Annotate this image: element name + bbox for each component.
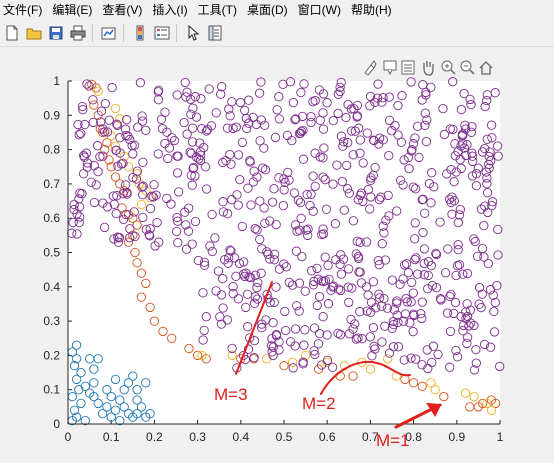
new-file-icon[interactable] <box>2 23 22 43</box>
edit-pointer-icon[interactable] <box>183 23 203 43</box>
restore-view-icon[interactable] <box>402 61 414 74</box>
y-tick-label: 0.2 <box>43 348 60 362</box>
x-tick-label: 0.2 <box>146 430 163 444</box>
zoom-out-icon[interactable] <box>461 61 474 74</box>
figure-toolbar <box>0 20 554 47</box>
x-tick-label: 0.9 <box>448 430 465 444</box>
y-tick-label: 0.5 <box>43 246 60 260</box>
open-folder-icon[interactable] <box>24 23 44 43</box>
toolbar-separator <box>176 24 177 42</box>
menu-bar: 文件(F) 编辑(E) 查看(V) 插入(I) 工具(T) 桌面(D) 窗口(W… <box>0 0 554 20</box>
menu-desktop[interactable]: 桌面(D) <box>244 0 295 20</box>
x-tick-label: 0.5 <box>276 430 293 444</box>
insert-colorbar-icon[interactable] <box>130 23 150 43</box>
print-icon[interactable] <box>68 23 88 43</box>
toolbar-separator <box>92 24 93 42</box>
y-tick-label: 0 <box>53 417 60 431</box>
brush-icon[interactable] <box>365 61 376 75</box>
home-icon[interactable] <box>480 62 492 74</box>
menu-edit[interactable]: 编辑(E) <box>49 0 99 20</box>
y-tick-label: 0.3 <box>43 314 60 328</box>
y-tick-label: 0.7 <box>43 177 60 191</box>
axes-toolbar <box>365 61 492 75</box>
menu-view[interactable]: 查看(V) <box>99 0 149 20</box>
x-tick-label: 1 <box>497 430 504 444</box>
pan-hand-icon[interactable] <box>424 61 433 75</box>
y-tick-label: 1 <box>53 74 60 88</box>
menu-file[interactable]: 文件(F) <box>0 0 49 20</box>
x-tick-label: 0 <box>65 430 72 444</box>
figure-area: 0 0.1 0.2 0.3 0.4 0.5 0.6 0.7 0.8 0.9 1 0 0.1 0.2 0.3 0… <box>0 47 554 463</box>
menu-tools[interactable]: 工具(T) <box>195 0 244 20</box>
scatter-plot[interactable]: 0 0.1 0.2 0.3 0.4 0.5 0.6 0.7 0.8 0.9 1 0 0.1 0.2 0.3 0… <box>0 47 554 463</box>
property-inspector-icon[interactable] <box>205 23 225 43</box>
insert-legend-icon[interactable] <box>152 23 172 43</box>
data-tip-icon[interactable] <box>384 61 396 74</box>
y-tick-label: 0.9 <box>43 108 60 122</box>
y-tick-label: 0.4 <box>43 280 60 294</box>
x-tick-label: 0.3 <box>189 430 206 444</box>
link-plot-icon[interactable] <box>99 23 119 43</box>
menu-help[interactable]: 帮助(H) <box>348 0 399 20</box>
save-icon[interactable] <box>46 23 66 43</box>
annotation-label: M=2 <box>302 394 336 413</box>
x-tick-label: 0.4 <box>232 430 249 444</box>
y-tick-label: 0.1 <box>43 383 60 397</box>
annotation-label: M=3 <box>214 385 248 404</box>
y-tick-label: 0.6 <box>43 211 60 225</box>
x-tick-label: 0.1 <box>103 430 120 444</box>
annotation-label: M=1 <box>376 431 410 450</box>
menu-insert[interactable]: 插入(I) <box>149 0 194 20</box>
toolbar-separator <box>123 24 124 42</box>
y-tick-label: 0.8 <box>43 143 60 157</box>
menu-window[interactable]: 窗口(W) <box>295 0 348 20</box>
x-tick-label: 0.6 <box>319 430 336 444</box>
zoom-in-icon[interactable] <box>442 61 455 74</box>
